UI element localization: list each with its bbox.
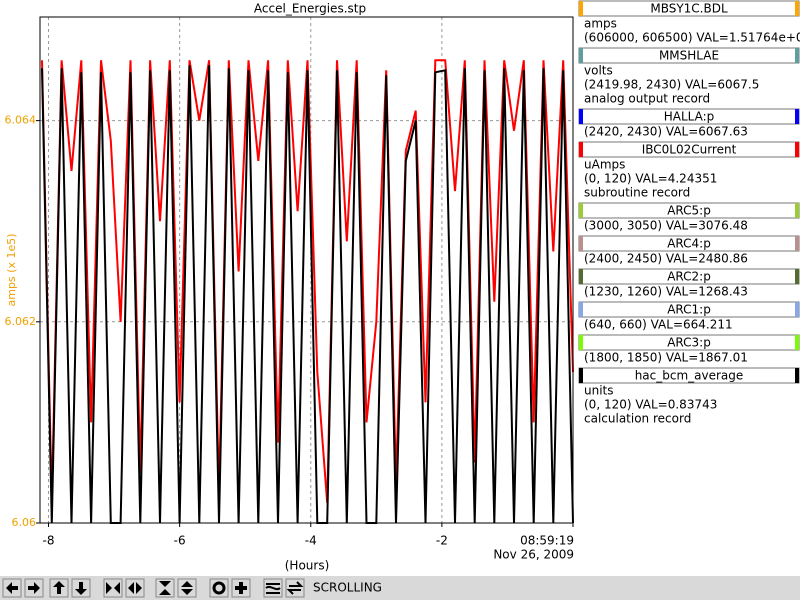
x-tick-label: -4 [305, 534, 317, 548]
background [0, 0, 800, 576]
legend-color-right [795, 236, 799, 251]
zoom-in-x-button[interactable] [103, 578, 123, 598]
reset-button[interactable] [231, 578, 251, 598]
legend-units: volts [584, 64, 613, 78]
zoom-out-y-button[interactable] [177, 578, 197, 598]
legend-name: ARC2:p [667, 270, 711, 284]
legend-color-left [579, 236, 583, 251]
series-line [41, 59, 574, 503]
legend-name: ARC4:p [667, 237, 711, 251]
toolbar: SCROLLING [0, 576, 800, 600]
y-tick-label: 6.062 [5, 315, 37, 328]
legend-color-right [795, 368, 799, 383]
legend-color-left [579, 302, 583, 317]
legend-color-left [579, 203, 583, 218]
legend-reading: (0, 120) VAL=0.83743 [584, 398, 717, 412]
legend-color-right [795, 48, 799, 63]
legend-color-left [579, 109, 583, 124]
x-tick-label: -8 [43, 534, 55, 548]
zoom-in-y-button[interactable] [155, 578, 175, 598]
legend-reading: (640, 660) VAL=664.211 [584, 318, 733, 332]
legend-color-right [795, 302, 799, 317]
legend-name: MBSY1C.BDL [650, 2, 728, 16]
status-text: SCROLLING [313, 581, 382, 595]
y-axis-label: amps (x 1e5) [5, 233, 18, 306]
legend-color-right [795, 1, 799, 16]
legend-color-left [579, 368, 583, 383]
plot-area: 6.06 6.062 6.064 -8 -6 -4 -2 08:59:19 [5, 16, 574, 548]
legend-name: IBC0L02Current [642, 143, 737, 157]
legend-name: ARC3:p [667, 336, 711, 350]
legend-color-left [579, 1, 583, 16]
legend-panel: MBSY1C.BDL amps(606000, 606500) VAL=1.517… [578, 0, 800, 426]
legend-name: ARC5:p [667, 204, 711, 218]
x-tick-label: 08:59:19 [520, 534, 574, 548]
legend-note: subroutine record [584, 186, 690, 200]
scroll-left-button[interactable] [2, 578, 22, 598]
chart-title: Accel_Energies.stp [254, 2, 366, 16]
x-tick-label: -2 [436, 534, 448, 548]
y-tick-label: 6.064 [5, 114, 37, 127]
pan-button[interactable] [263, 578, 283, 598]
legend-reading: (0, 120) VAL=4.24351 [584, 172, 717, 186]
legend-color-left [579, 335, 583, 350]
scroll-down-button[interactable] [71, 578, 91, 598]
zoom-out-x-button[interactable] [125, 578, 145, 598]
scroll-right-button[interactable] [24, 578, 44, 598]
legend-units: amps [584, 17, 617, 31]
plot-border [39, 16, 574, 524]
legend-name: hac_bcm_average [635, 369, 744, 383]
legend-reading: (606000, 606500) VAL=1.51764e+06 [584, 31, 800, 45]
legend-name: ARC1:p [667, 303, 711, 317]
legend-reading: (1230, 1260) VAL=1268.43 [584, 285, 748, 299]
legend-reading: (2400, 2450) VAL=2480.86 [584, 252, 748, 266]
legend-reading: (3000, 3050) VAL=3076.48 [584, 219, 748, 233]
legend-color-left [579, 48, 583, 63]
legend-note: calculation record [584, 412, 691, 426]
legend-note: analog output record [584, 92, 710, 106]
legend-name: HALLA:p [664, 110, 715, 124]
legend-color-left [579, 142, 583, 157]
series-line [41, 65, 574, 524]
legend-color-right [795, 335, 799, 350]
date-label: Nov 26, 2009 [493, 548, 574, 562]
legend-color-right [795, 269, 799, 284]
y-tick-label: 6.06 [12, 516, 37, 529]
refresh-button[interactable] [285, 578, 305, 598]
auto-scale-button[interactable] [209, 578, 229, 598]
legend-units: uAmps [584, 158, 625, 172]
legend-units: units [584, 384, 614, 398]
x-tick-label: -6 [174, 534, 186, 548]
legend-name: MMSHLAE [659, 49, 719, 63]
scroll-up-button[interactable] [49, 578, 69, 598]
legend-color-right [795, 109, 799, 124]
legend-color-right [795, 203, 799, 218]
legend-reading: (2420, 2430) VAL=6067.63 [584, 125, 748, 139]
legend-color-left [579, 269, 583, 284]
legend-reading: (1800, 1850) VAL=1867.01 [584, 351, 748, 365]
legend-color-right [795, 142, 799, 157]
legend-reading: (2419.98, 2430) VAL=6067.5 [584, 78, 759, 92]
x-axis-label: (Hours) [285, 559, 330, 573]
